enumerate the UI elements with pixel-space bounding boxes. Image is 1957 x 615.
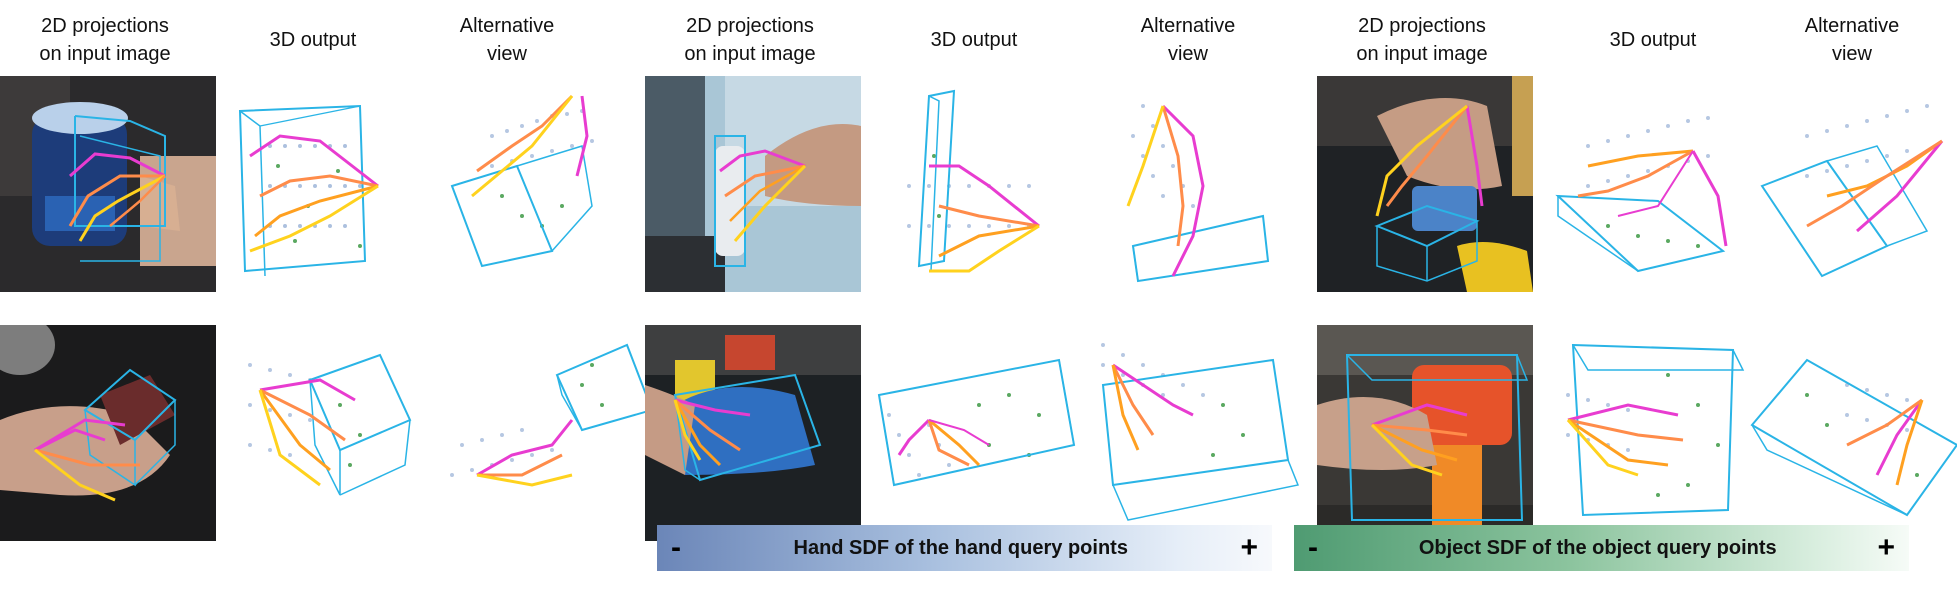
- 3d-output-drill: [1548, 325, 1764, 541]
- 3d-output-mug: [869, 325, 1085, 541]
- 3d-output-mustard: [1548, 76, 1764, 292]
- colorbar-minus-sign: -: [671, 531, 681, 564]
- input-image-bottle: [645, 76, 861, 292]
- input-image-mug: [645, 325, 861, 541]
- alternative-view-bottle: [1083, 76, 1299, 292]
- header-2d-projections: 2D projections on input image: [39, 15, 171, 65]
- input-image-box: [0, 325, 216, 541]
- input-image-mustard: [1317, 76, 1533, 292]
- hand-sdf-colorbar: - Hand SDF of the hand query points +: [657, 525, 1272, 571]
- colorbar-plus-sign: +: [1240, 531, 1258, 564]
- header-2d-projections: 2D projections on input image: [684, 15, 816, 65]
- header-3d-output: 3D output: [269, 29, 357, 51]
- alternative-view-mustard: [1747, 76, 1957, 292]
- header-alternative-view: Alternative view: [1140, 15, 1236, 65]
- alternative-view-drill: [1747, 325, 1957, 541]
- object-sdf-label: Object SDF of the object query points: [1418, 536, 1777, 559]
- alternative-view-cup: [432, 76, 648, 292]
- hand-sdf-label: Hand SDF of the hand query points: [793, 536, 1128, 559]
- header-alternative-view: Alternative view: [1804, 15, 1900, 65]
- header-3d-output: 3D output: [930, 29, 1018, 51]
- 3d-output-cup: [210, 76, 426, 292]
- colorbar-plus-sign: +: [1877, 531, 1895, 564]
- object-sdf-colorbar: - Object SDF of the object query points …: [1294, 525, 1909, 571]
- input-image-cup: [0, 76, 216, 292]
- header-alternative-view: Alternative view: [459, 15, 555, 65]
- alternative-view-mug: [1083, 325, 1299, 541]
- colorbar-minus-sign: -: [1308, 531, 1318, 564]
- input-image-drill: [1317, 325, 1533, 541]
- 3d-output-bottle: [869, 76, 1085, 292]
- header-2d-projections: 2D projections on input image: [1356, 15, 1488, 65]
- alternative-view-box: [432, 325, 648, 541]
- header-3d-output: 3D output: [1609, 29, 1697, 51]
- 3d-output-box: [210, 325, 426, 541]
